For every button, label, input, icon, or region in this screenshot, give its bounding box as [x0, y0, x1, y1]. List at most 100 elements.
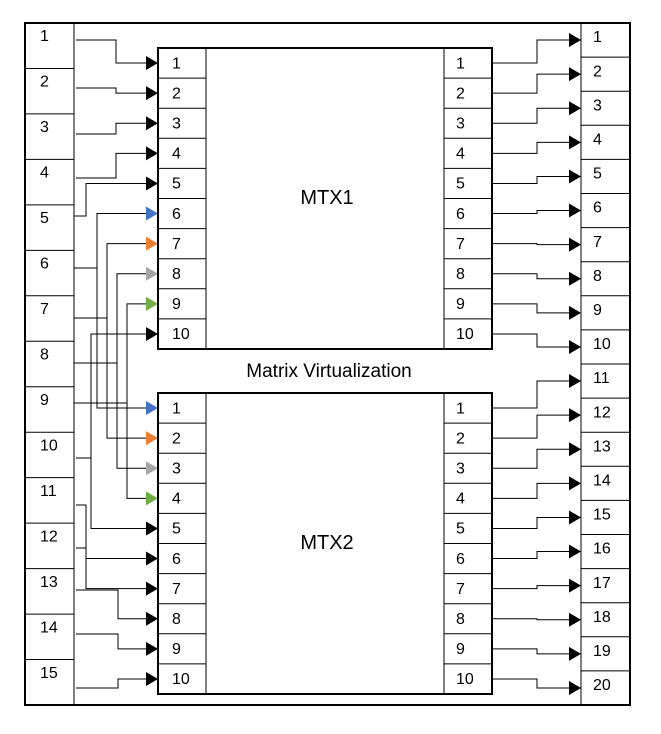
- arrow-output-13: [569, 442, 581, 457]
- fan-1-to-mtx2: [96, 268, 146, 409]
- matrix-2-in-port-1: 1: [172, 400, 181, 417]
- input-label-6: 6: [40, 256, 49, 273]
- input-label-10: 10: [40, 437, 58, 454]
- output-label-9: 9: [593, 302, 602, 319]
- output-label-8: 8: [593, 268, 602, 285]
- input-label-8: 8: [40, 346, 49, 363]
- input-15-to-mtx2-10: [76, 678, 146, 689]
- mtx2-out-4-to-output-14: [492, 482, 569, 499]
- mtx1-out-3-to-output-3: [492, 107, 569, 124]
- mtx2-out-7-to-output-17: [492, 585, 569, 590]
- matrix-2-out-port-9: 9: [456, 641, 465, 658]
- diagram-caption: Matrix Virtualization: [246, 361, 411, 382]
- input-1-to-mtx1-1: [76, 39, 146, 64]
- matrix-1-out-port-1: 1: [456, 55, 465, 72]
- arrow-mtx1-in-4: [146, 146, 158, 161]
- matrix-1-in-port-10: 10: [172, 326, 190, 343]
- input-label-1: 1: [40, 28, 49, 45]
- arrow-mtx1-in-7: [146, 236, 158, 251]
- output-label-3: 3: [593, 97, 602, 114]
- matrix-1-out-port-5: 5: [456, 176, 465, 193]
- matrix-2-out-port-1: 1: [456, 400, 465, 417]
- matrix-2-in-port-10: 10: [172, 671, 190, 688]
- matrix-1-out-port-7: 7: [456, 236, 465, 253]
- arrow-mtx2-in-2: [146, 431, 158, 446]
- fan-1-to-mtx1: [74, 213, 146, 269]
- mtx1-out-6-to-output-6: [492, 210, 569, 215]
- input-10-to-mtx2-5: [90, 458, 146, 529]
- input-label-9: 9: [40, 392, 49, 409]
- fan-4-to-mtx2: [126, 403, 146, 499]
- input-14-to-mtx2-9: [76, 633, 146, 650]
- arrow-output-5: [569, 169, 581, 184]
- input-label-11: 11: [40, 483, 57, 500]
- input-2-to-mtx1-2: [76, 87, 146, 94]
- output-label-1: 1: [593, 29, 602, 46]
- input-label-3: 3: [40, 119, 49, 136]
- mtx1-out-1-to-output-1: [492, 39, 569, 64]
- fan-2-to-mtx2: [106, 318, 146, 439]
- arrow-mtx1-in-2: [146, 86, 158, 101]
- matrix-1-out-port-4: 4: [456, 146, 465, 163]
- matrix-1-out-port-3: 3: [456, 115, 465, 132]
- mtx2-out-10-to-output-20: [492, 678, 569, 689]
- matrix-2-name: MTX2: [300, 532, 353, 554]
- matrix-2-out-port-10: 10: [456, 671, 474, 688]
- fan-3-to-mtx1: [74, 273, 146, 364]
- arrow-output-2: [569, 67, 581, 82]
- matrix-2-in-port-5: 5: [172, 521, 181, 538]
- input-label-5: 5: [40, 210, 49, 227]
- input-13-to-mtx2-8: [76, 589, 146, 620]
- matrix-1-in-port-3: 3: [172, 115, 181, 132]
- mtx2-out-2-to-output-12: [492, 414, 569, 439]
- arrow-mtx2-in-8: [146, 611, 158, 626]
- arrow-mtx2-in-10: [146, 671, 158, 686]
- output-label-17: 17: [593, 575, 611, 592]
- matrix-2-out-port-3: 3: [456, 460, 465, 477]
- input-12-to-mtx2-7: [76, 547, 146, 590]
- input-label-13: 13: [40, 574, 58, 591]
- arrow-mtx2-in-1: [146, 401, 158, 416]
- mtx1-out-9-to-output-9: [492, 303, 569, 314]
- input-5-to-mtx1-5: [74, 182, 146, 217]
- arrow-output-14: [569, 476, 581, 491]
- output-label-19: 19: [593, 643, 611, 660]
- input-3-to-mtx1-3: [76, 122, 146, 135]
- matrix-1-in-port-7: 7: [172, 236, 181, 253]
- input-11-to-mtx2-6: [76, 504, 146, 560]
- arrow-output-9: [569, 305, 581, 320]
- output-label-14: 14: [593, 473, 611, 490]
- arrow-output-10: [569, 339, 581, 354]
- output-label-12: 12: [593, 404, 611, 421]
- mtx2-out-8-to-output-18: [492, 618, 569, 621]
- arrow-output-4: [569, 135, 581, 150]
- output-label-10: 10: [593, 336, 611, 353]
- input-10-to-mtx1-10: [76, 333, 146, 459]
- arrow-output-7: [569, 237, 581, 252]
- matrix-2-out-port-4: 4: [456, 491, 465, 508]
- matrix-2-in-port-8: 8: [172, 611, 181, 628]
- matrix-2-in-port-4: 4: [172, 491, 181, 508]
- output-label-16: 16: [593, 541, 611, 558]
- mtx1-out-4-to-output-4: [492, 141, 569, 154]
- input-label-2: 2: [40, 74, 49, 91]
- output-label-15: 15: [593, 507, 611, 524]
- matrix-2-in-port-3: 3: [172, 460, 181, 477]
- matrix-1-in-port-9: 9: [172, 296, 181, 313]
- output-label-18: 18: [593, 609, 611, 626]
- arrow-mtx2-in-6: [146, 551, 158, 566]
- matrix-2-in-port-6: 6: [172, 551, 181, 568]
- matrix-1-out-port-9: 9: [456, 296, 465, 313]
- arrow-output-16: [569, 544, 581, 559]
- mtx2-out-1-to-output-11: [492, 380, 569, 409]
- mtx1-out-5-to-output-5: [492, 175, 569, 184]
- arrow-mtx1-in-5: [146, 176, 158, 191]
- mtx1-out-7-to-output-7: [492, 243, 569, 246]
- input-label-15: 15: [40, 665, 58, 682]
- matrix-2-in-port-2: 2: [172, 430, 181, 447]
- labels: 1234567891011121314151234567891011121314…: [40, 28, 611, 694]
- output-label-11: 11: [593, 370, 610, 387]
- mtx1-out-8-to-output-8: [492, 273, 569, 280]
- arrow-mtx1-in-9: [146, 296, 158, 311]
